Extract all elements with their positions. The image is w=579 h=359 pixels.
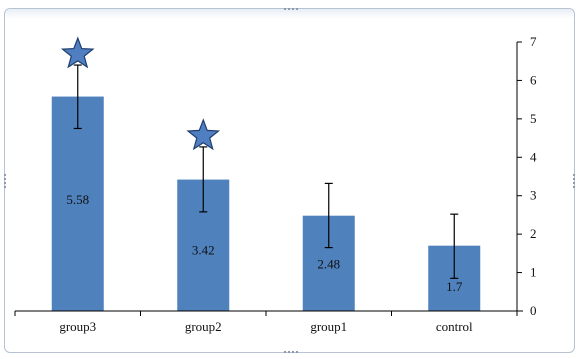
y-tick-label-6: 6 — [530, 72, 537, 87]
resize-handle-right-icon[interactable] — [572, 173, 576, 189]
error-bar-group3 — [73, 64, 82, 130]
x-tick-label-group3: group3 — [59, 319, 96, 334]
value-labels-layer: 5.58 3.42 2.48 1.7 — [66, 192, 463, 294]
x-tick-label-group2: group2 — [185, 319, 222, 334]
y-tick-label-7: 7 — [530, 34, 537, 49]
error-bar-group1 — [324, 182, 333, 249]
y-tick-label-1: 1 — [530, 265, 537, 280]
y-tick-label-3: 3 — [530, 188, 537, 203]
data-label-group3: 5.58 — [66, 192, 89, 207]
y-tick-label-4: 4 — [530, 149, 537, 164]
x-tick-label-group1: group1 — [310, 319, 347, 334]
bars-layer — [51, 96, 481, 311]
significance-star-icon — [186, 118, 221, 151]
y-tick-label-0: 0 — [530, 303, 537, 318]
data-label-group1: 2.48 — [317, 256, 340, 271]
resize-handle-left-icon[interactable] — [3, 173, 7, 189]
data-label-control: 1.7 — [446, 279, 463, 294]
data-label-group2: 3.42 — [192, 242, 215, 257]
error-bar-group2 — [199, 146, 208, 213]
resize-handle-bottom-icon[interactable] — [283, 350, 299, 354]
y-tick-label-2: 2 — [530, 226, 537, 241]
bar-group3 — [51, 96, 104, 311]
significance-markers-layer — [60, 36, 221, 151]
resize-handle-top-icon[interactable] — [283, 7, 299, 11]
axes-layer: group3 group2 group1 control 0 1 2 3 4 5 6 7 — [14, 34, 537, 334]
y-tick-label-5: 5 — [530, 111, 537, 126]
error-bar-control — [450, 213, 459, 279]
significance-star-icon — [60, 36, 95, 69]
x-tick-label-control: control — [436, 319, 473, 334]
error-bars-layer — [73, 64, 459, 279]
